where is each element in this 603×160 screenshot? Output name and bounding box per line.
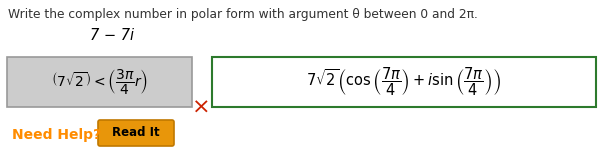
Text: Need Help?: Need Help? (12, 128, 101, 142)
FancyBboxPatch shape (212, 57, 596, 107)
Text: 7 − 7i: 7 − 7i (90, 28, 134, 43)
Text: $\times$: $\times$ (191, 97, 209, 117)
Text: $7\sqrt{2}\left(\cos\left(\dfrac{7\pi}{4}\right) + i\sin\left(\dfrac{7\pi}{4}\ri: $7\sqrt{2}\left(\cos\left(\dfrac{7\pi}{4… (306, 66, 502, 98)
Text: $\left(7\sqrt{2}\right) < \left(\dfrac{3\pi}{4}r\right)$: $\left(7\sqrt{2}\right) < \left(\dfrac{3… (51, 68, 148, 96)
FancyBboxPatch shape (7, 57, 192, 107)
FancyBboxPatch shape (98, 120, 174, 146)
Text: Read It: Read It (112, 127, 160, 140)
Text: Write the complex number in polar form with argument θ between 0 and 2π.: Write the complex number in polar form w… (8, 8, 478, 21)
